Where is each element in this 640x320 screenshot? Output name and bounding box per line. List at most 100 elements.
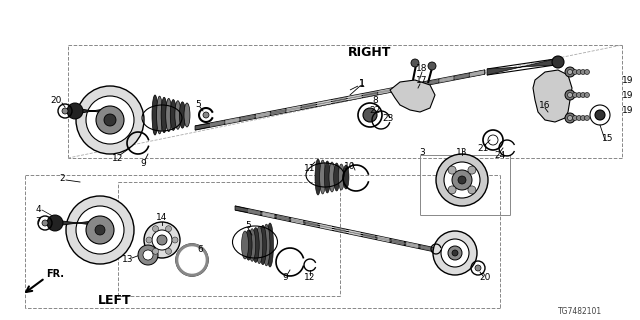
Polygon shape: [440, 76, 453, 83]
Text: 12: 12: [112, 154, 124, 163]
Polygon shape: [179, 247, 205, 273]
Circle shape: [104, 114, 116, 126]
Polygon shape: [406, 242, 418, 248]
Polygon shape: [409, 82, 423, 89]
Circle shape: [577, 116, 582, 121]
Circle shape: [67, 103, 83, 119]
Polygon shape: [390, 80, 435, 112]
Text: 6: 6: [197, 245, 203, 254]
Circle shape: [152, 248, 159, 254]
Text: 16: 16: [540, 100, 551, 109]
Circle shape: [138, 245, 158, 265]
Circle shape: [96, 106, 124, 134]
Circle shape: [411, 59, 419, 67]
Circle shape: [144, 222, 180, 258]
Circle shape: [86, 96, 134, 144]
Circle shape: [166, 248, 172, 254]
Ellipse shape: [245, 230, 252, 260]
Circle shape: [95, 225, 105, 235]
Text: 22: 22: [369, 106, 381, 115]
Polygon shape: [348, 94, 362, 100]
Circle shape: [363, 108, 377, 122]
Circle shape: [573, 92, 577, 98]
Ellipse shape: [256, 227, 263, 264]
Circle shape: [152, 230, 172, 250]
Text: FR.: FR.: [46, 269, 64, 279]
Polygon shape: [287, 106, 300, 112]
Polygon shape: [195, 70, 485, 130]
Ellipse shape: [157, 96, 163, 134]
Ellipse shape: [170, 100, 176, 131]
Circle shape: [595, 110, 605, 120]
Circle shape: [76, 86, 144, 154]
Polygon shape: [302, 103, 316, 109]
Circle shape: [577, 69, 582, 75]
Circle shape: [584, 116, 589, 121]
Ellipse shape: [324, 161, 330, 193]
Circle shape: [552, 56, 564, 68]
Polygon shape: [424, 79, 438, 86]
Polygon shape: [248, 209, 260, 215]
Ellipse shape: [241, 231, 248, 259]
Circle shape: [166, 226, 172, 232]
Polygon shape: [363, 233, 375, 239]
Text: 20: 20: [479, 274, 491, 283]
Circle shape: [468, 166, 476, 174]
Circle shape: [448, 166, 456, 174]
Circle shape: [568, 116, 573, 121]
Text: 3: 3: [419, 148, 425, 156]
Circle shape: [584, 92, 589, 98]
Polygon shape: [256, 112, 270, 118]
Circle shape: [42, 220, 48, 226]
Text: 18: 18: [416, 63, 428, 73]
Text: 1: 1: [359, 79, 365, 89]
Circle shape: [568, 69, 573, 75]
Polygon shape: [363, 91, 377, 98]
Text: 24: 24: [494, 150, 506, 159]
Text: 9: 9: [140, 158, 146, 167]
Text: 21: 21: [477, 143, 489, 153]
Polygon shape: [210, 120, 224, 127]
Circle shape: [580, 92, 586, 98]
Circle shape: [433, 231, 477, 275]
Ellipse shape: [166, 99, 172, 132]
Circle shape: [62, 108, 68, 114]
Ellipse shape: [184, 103, 190, 127]
Text: 13: 13: [456, 148, 468, 156]
Polygon shape: [176, 244, 208, 276]
Text: 5: 5: [245, 220, 251, 229]
Circle shape: [452, 170, 472, 190]
Polygon shape: [332, 97, 346, 103]
Circle shape: [441, 239, 469, 267]
Polygon shape: [55, 220, 100, 226]
Text: 17: 17: [416, 76, 428, 84]
Circle shape: [152, 226, 159, 232]
Circle shape: [86, 216, 114, 244]
Circle shape: [565, 67, 575, 77]
Circle shape: [172, 237, 178, 243]
Circle shape: [183, 251, 201, 269]
Polygon shape: [241, 115, 255, 121]
Circle shape: [568, 92, 573, 98]
Text: 8: 8: [372, 95, 378, 105]
Circle shape: [66, 196, 134, 264]
Circle shape: [565, 113, 575, 123]
Polygon shape: [75, 108, 110, 114]
Polygon shape: [271, 108, 285, 115]
Circle shape: [176, 244, 208, 276]
Circle shape: [452, 250, 458, 256]
Polygon shape: [392, 239, 404, 245]
Ellipse shape: [329, 162, 335, 192]
Ellipse shape: [263, 224, 270, 266]
Circle shape: [580, 69, 586, 75]
Text: 19: 19: [622, 76, 634, 84]
Text: 5: 5: [195, 100, 201, 108]
Polygon shape: [378, 236, 390, 242]
Polygon shape: [225, 117, 239, 124]
Polygon shape: [470, 70, 484, 77]
Polygon shape: [235, 206, 450, 255]
Ellipse shape: [343, 165, 349, 189]
Polygon shape: [487, 59, 555, 75]
Text: 11: 11: [304, 164, 316, 172]
Text: 19: 19: [622, 106, 634, 115]
